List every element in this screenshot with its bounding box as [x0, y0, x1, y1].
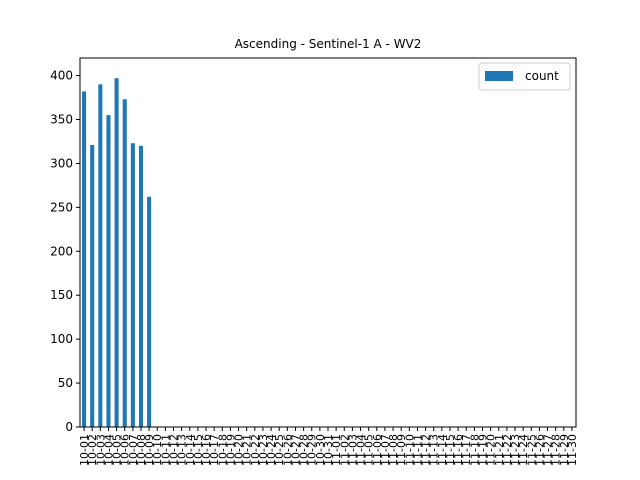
x-tick-label: 11-26 [533, 434, 546, 466]
x-tick-label: 11-05 [363, 434, 376, 466]
x-tick-label: 10-18 [216, 434, 229, 466]
x-tick-label: 10-17 [208, 434, 221, 466]
bar-10-01 [82, 91, 87, 427]
x-tick-label: 10-26 [281, 434, 294, 466]
bar-10-03 [98, 84, 103, 427]
x-tick-label: 10-30 [314, 434, 327, 466]
y-tick-label: 250 [50, 200, 73, 214]
x-tick-label: 11-12 [420, 434, 433, 466]
x-tick-label: 10-22 [249, 434, 262, 466]
y-tick-label: 350 [50, 113, 73, 127]
x-tick-label: 10-09 [143, 434, 156, 466]
x-tick-label: 10-04 [102, 434, 115, 466]
plot-frame [79, 57, 577, 428]
y-tick-label: 400 [50, 69, 73, 83]
x-tick-label: 11-25 [525, 434, 538, 466]
x-tick-label: 11-02 [338, 434, 351, 466]
x-tick-label: 10-05 [111, 434, 124, 466]
legend-box [478, 62, 571, 91]
legend: count [478, 62, 571, 91]
x-tick-label: 10-19 [224, 434, 237, 466]
x-tick-label: 10-20 [233, 434, 246, 466]
x-tick-label: 11-28 [550, 434, 563, 466]
x-tick-label: 10-28 [298, 434, 311, 466]
y-tick-label: 50 [58, 376, 73, 390]
x-tick-label: 11-16 [452, 434, 465, 466]
x-tick-label: 10-06 [119, 434, 132, 466]
x-tick-label: 11-27 [542, 434, 555, 466]
x-tick-label: 11-19 [476, 434, 489, 466]
x-tick-label: 10-10 [151, 434, 164, 466]
x-tick-label: 10-31 [322, 434, 335, 466]
y-tick-label: 100 [50, 332, 73, 346]
legend-swatch [485, 71, 513, 81]
bar-10-06 [122, 99, 127, 428]
x-tick-label: 11-07 [379, 434, 392, 466]
x-tick-label: 10-11 [159, 434, 172, 466]
x-tick-label: 11-03 [346, 434, 359, 466]
bars-group [82, 78, 152, 428]
x-tick-label: 11-13 [428, 434, 441, 466]
x-tick-label: 11-24 [517, 434, 530, 466]
bar-10-07 [130, 143, 135, 427]
x-tick-label: 11-18 [468, 434, 481, 466]
x-tick-label: 10-01 [78, 434, 91, 466]
x-tick-label: 11-20 [485, 434, 498, 466]
x-axis: 10-0110-0210-0310-0410-0510-0610-0710-08… [78, 427, 579, 466]
x-tick-label: 11-30 [566, 434, 579, 466]
x-tick-label: 11-06 [371, 434, 384, 466]
y-tick-label: 300 [50, 156, 73, 170]
x-tick-label: 10-24 [265, 434, 278, 466]
x-tick-label: 10-03 [94, 434, 107, 466]
x-tick-label: 10-08 [135, 434, 148, 466]
bar-10-05 [114, 78, 119, 427]
x-tick-label: 10-14 [184, 434, 197, 466]
x-tick-label: 10-29 [306, 434, 319, 466]
x-tick-label: 11-17 [460, 434, 473, 466]
legend-label: count [525, 69, 559, 83]
x-tick-label: 11-15 [444, 434, 457, 466]
chart-title: Ascending - Sentinel-1 A - WV2 [235, 37, 422, 51]
x-tick-label: 11-10 [403, 434, 416, 466]
y-tick-label: 0 [65, 420, 73, 434]
bar-10-02 [90, 144, 95, 427]
y-tick-label: 200 [50, 244, 73, 258]
bar-10-08 [138, 145, 144, 427]
x-tick-label: 10-23 [257, 434, 270, 466]
x-tick-label: 10-15 [192, 434, 205, 466]
x-tick-label: 11-04 [355, 434, 368, 466]
x-tick-label: 10-21 [241, 434, 254, 466]
bar-10-09 [147, 196, 152, 427]
x-tick-label: 11-29 [558, 434, 571, 466]
x-tick-label: 10-12 [168, 434, 181, 466]
x-tick-label: 10-02 [86, 434, 99, 466]
x-tick-label: 11-11 [411, 434, 424, 466]
x-tick-label: 10-07 [127, 434, 140, 466]
x-tick-label: 11-09 [395, 434, 408, 466]
x-tick-label: 11-23 [509, 434, 522, 466]
x-tick-label: 11-01 [330, 434, 343, 466]
x-tick-label: 11-08 [387, 434, 400, 466]
x-tick-label: 10-25 [273, 434, 286, 466]
y-axis: 0 50 100 150 200 250 300 350 400 [50, 69, 80, 434]
bar-10-04 [106, 115, 111, 427]
x-tick-label: 11-22 [501, 434, 514, 466]
x-tick-label: 11-14 [436, 434, 449, 466]
x-tick-label: 10-16 [200, 434, 213, 466]
x-tick-label: 10-13 [176, 434, 189, 466]
x-tick-label: 10-27 [289, 434, 302, 466]
x-tick-label: 11-21 [493, 434, 506, 466]
y-tick-label: 150 [50, 288, 73, 302]
